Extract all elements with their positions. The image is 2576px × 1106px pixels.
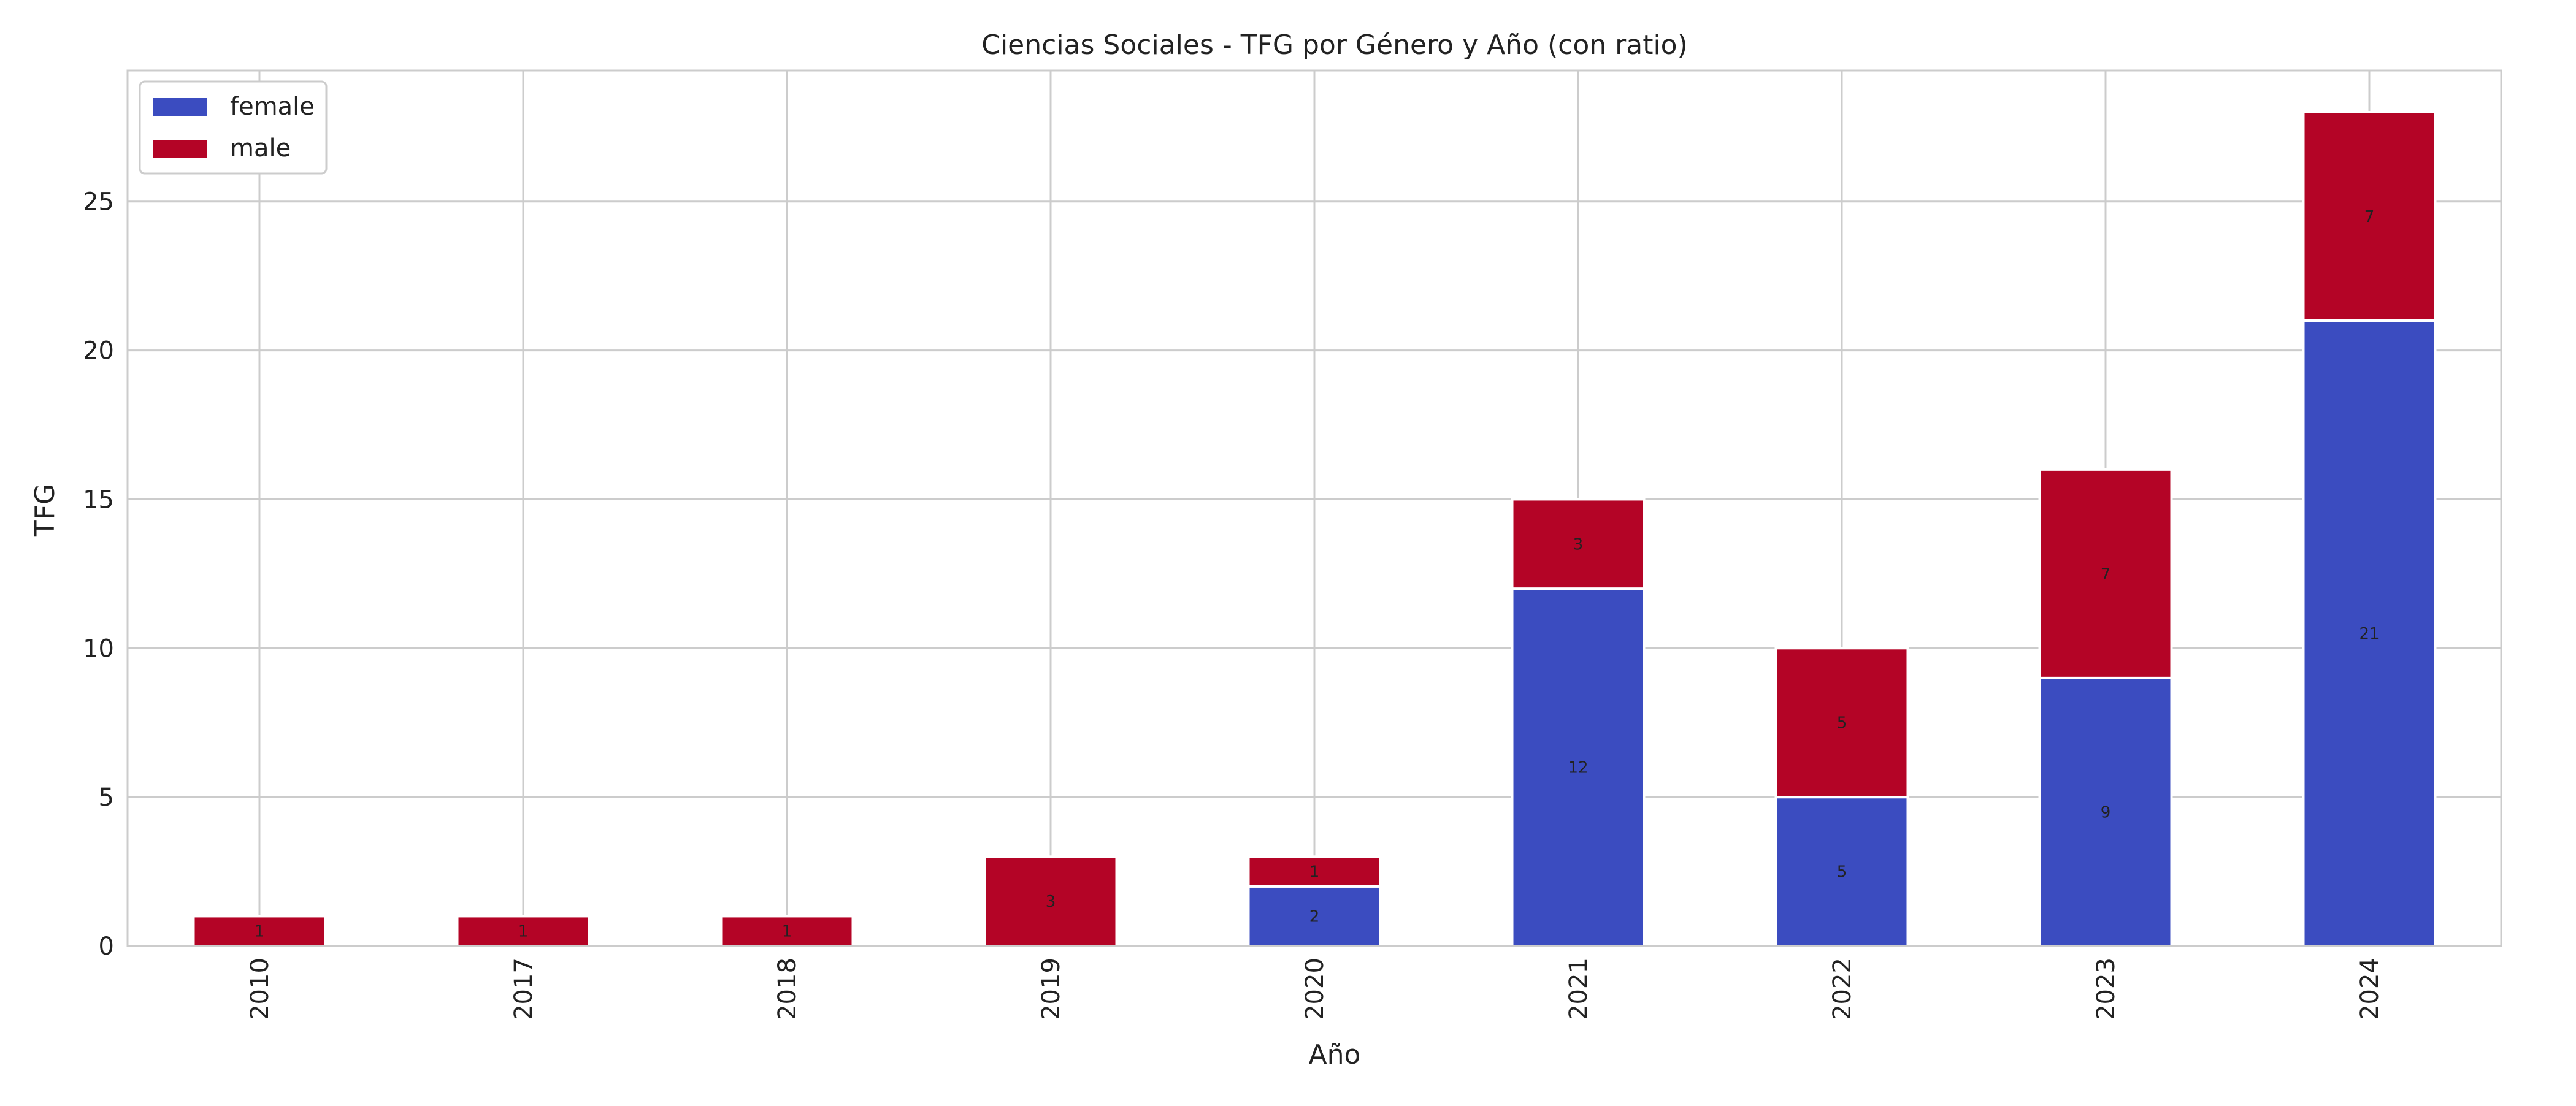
- data-label-male: 3: [1046, 893, 1056, 911]
- x-tick-label: 2022: [1828, 958, 1857, 1020]
- legend-swatch-female: [153, 98, 207, 116]
- x-tick-label: 2020: [1301, 958, 1329, 1020]
- y-tick-label: 5: [99, 784, 114, 812]
- bar-segment-male: [719, 915, 854, 948]
- legend-label-male: male: [230, 134, 291, 162]
- data-label-male: 7: [2101, 565, 2111, 584]
- chart-title: Ciencias Sociales - TFG por Género y Año…: [981, 29, 1688, 61]
- y-tick-label: 0: [99, 932, 114, 961]
- bar-segment-male: [1774, 647, 1909, 799]
- bar-segment-male: [1247, 855, 1382, 888]
- data-label-female: 21: [2359, 625, 2379, 643]
- x-tick-label: 2010: [246, 958, 274, 1020]
- y-tick-label: 15: [83, 486, 114, 514]
- x-tick-label: 2019: [1037, 958, 1065, 1020]
- legend-label-female: female: [230, 93, 315, 121]
- data-label-male: 1: [518, 923, 529, 941]
- bar-segment-female: [2038, 676, 2173, 948]
- bar-segment-male: [456, 915, 591, 948]
- bar-segment-male: [2038, 468, 2173, 679]
- data-label-male: 1: [255, 923, 265, 941]
- bar-segment-male: [983, 855, 1118, 948]
- data-label-male: 7: [2364, 208, 2375, 226]
- data-label-male: 5: [1837, 714, 1847, 733]
- bars-layer: [192, 111, 2437, 948]
- x-tick-label: 2021: [1565, 958, 1593, 1020]
- bar-segment-male: [192, 915, 327, 948]
- y-tick-label: 25: [83, 188, 114, 216]
- y-tick-label: 20: [83, 337, 114, 365]
- data-label-female: 9: [2101, 803, 2111, 822]
- bar-segment-male: [2302, 111, 2437, 322]
- y-axis-label: TFG: [29, 484, 61, 537]
- plot-frame: [126, 69, 2502, 947]
- x-axis-ticks: 2010 2017 2018 2019 2020 2021 2022 2023 2024: [246, 958, 2384, 1020]
- x-tick-label: 2024: [2356, 958, 2384, 1020]
- y-axis-ticks: 0 5 10 15 20 25: [83, 188, 114, 961]
- legend-swatch-male: [153, 140, 207, 158]
- bar-segment-female: [2302, 319, 2437, 947]
- bar-segment-male: [1511, 498, 1646, 590]
- data-label-female: 5: [1837, 863, 1847, 882]
- data-label-female: 12: [1568, 759, 1588, 777]
- y-tick-label: 10: [83, 635, 114, 663]
- x-axis-label: Año: [1309, 1039, 1361, 1070]
- data-label-female: 2: [1309, 907, 1320, 926]
- x-tick-label: 2017: [510, 958, 538, 1020]
- data-label-male: 1: [1309, 863, 1320, 882]
- legend: female male: [139, 80, 328, 175]
- x-tick-label: 2023: [2092, 958, 2120, 1020]
- x-tick-label: 2018: [773, 958, 802, 1020]
- bar-segment-female: [1774, 796, 1909, 947]
- data-label-male: 1: [782, 923, 792, 941]
- data-label-male: 3: [1573, 535, 1584, 554]
